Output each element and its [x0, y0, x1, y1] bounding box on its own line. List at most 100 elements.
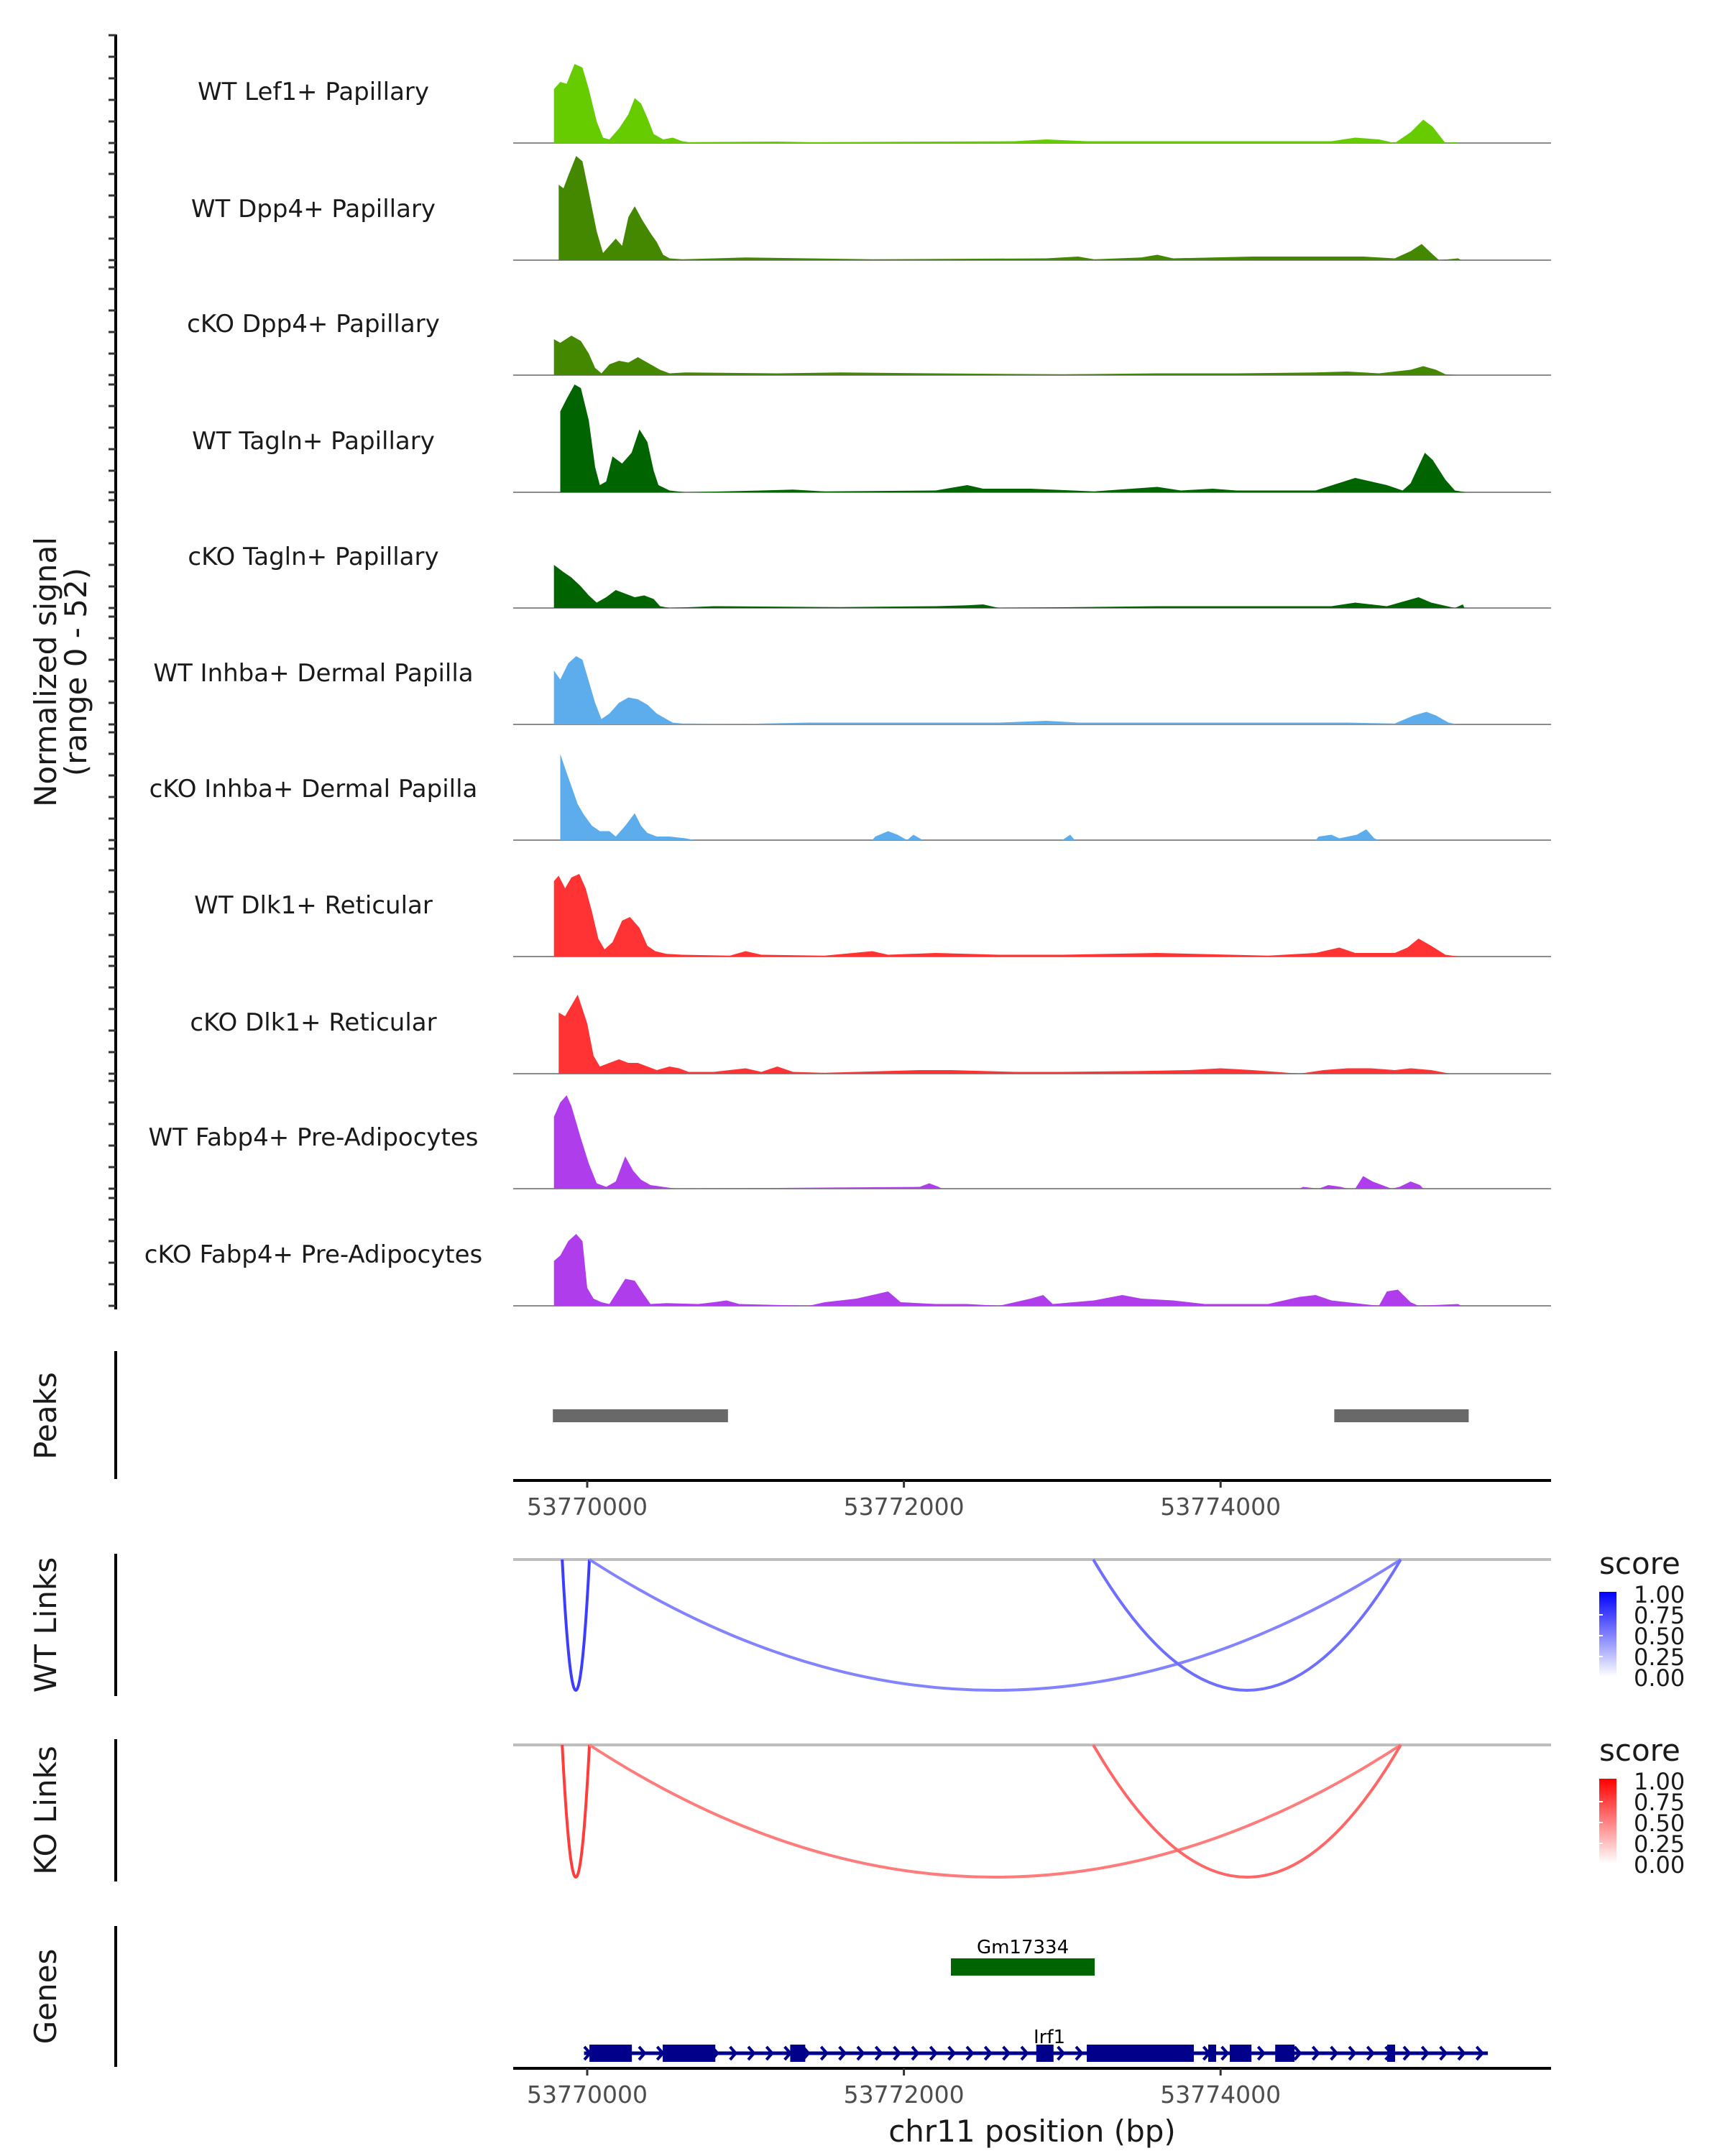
signal-area — [553, 656, 1458, 724]
link-arc — [561, 1744, 592, 1879]
x-axes: 53770000 53772000 53774000 53770000 53772000… — [513, 1479, 1551, 2109]
peak-bar — [1334, 1409, 1469, 1422]
track-label: cKO Dpp4+ Papillary — [187, 310, 440, 338]
gene-exon — [1229, 2045, 1252, 2062]
signal-y-axis — [109, 34, 117, 1309]
x-axis-title: chr11 position (bp) — [888, 2114, 1176, 2149]
peak-bar — [553, 1409, 728, 1422]
link-arc — [1092, 1743, 1402, 1879]
strand-arrow-icon — [1439, 2045, 1448, 2061]
track-label: WT Inhba+ Dermal Papilla — [153, 659, 473, 688]
strand-arrow-icon — [874, 2045, 884, 2061]
strand-arrow-icon — [893, 2045, 902, 2061]
peaks-label: Peaks — [28, 1372, 63, 1460]
strand-arrow-icon — [1075, 2045, 1084, 2061]
gene-exon — [589, 2045, 632, 2062]
strand-arrow-icon — [765, 2045, 775, 2061]
legend-tick-label: 0.00 — [1634, 1851, 1685, 1879]
x-tick-label: 53774000 — [1160, 2081, 1281, 2109]
signal-area — [553, 1234, 1462, 1306]
signal-track: WT Lef1+ Papillary — [198, 64, 1551, 144]
strand-arrow-icon — [1220, 2045, 1230, 2061]
signal-area — [560, 384, 1466, 492]
gene-exon — [1208, 2045, 1217, 2062]
signal-track: WT Fabp4+ Pre-Adipocytes — [149, 1095, 1551, 1189]
x-tick-label: 53774000 — [1160, 1493, 1281, 1521]
legend-tick-label: 0.00 — [1634, 1664, 1685, 1692]
links-label: WT Links — [28, 1557, 63, 1692]
signal-area — [558, 995, 1450, 1074]
signal-y-axis-title: Normalized signal — [28, 537, 63, 807]
strand-arrow-icon — [1293, 2045, 1302, 2061]
signal-track: cKO Inhba+ Dermal Papilla — [150, 754, 1551, 841]
strand-arrow-icon — [1475, 2045, 1485, 2061]
gene-exon — [1386, 2045, 1395, 2062]
legend-title: score — [1599, 1733, 1680, 1768]
link-arc — [561, 1559, 592, 1692]
strand-arrow-icon — [929, 2045, 939, 2061]
strand-arrow-icon — [965, 2045, 975, 2061]
legend-tick-label: 0.50 — [1634, 1623, 1685, 1650]
strand-arrow-icon — [1057, 2045, 1066, 2061]
legend-tick-label: 0.50 — [1634, 1810, 1685, 1837]
gene-exon — [790, 2045, 806, 2062]
signal-track: cKO Fabp4+ Pre-Adipocytes — [144, 1234, 1551, 1307]
genes-track: Genes Gm17334 Irf1 — [28, 1926, 1489, 2067]
signal-track: WT Inhba+ Dermal Papilla — [153, 656, 1551, 725]
gene-exon — [663, 2045, 716, 2062]
x-tick-label: 53770000 — [527, 2081, 648, 2109]
gene-label: Gm17334 — [977, 1937, 1069, 1958]
strand-arrow-icon — [1420, 2045, 1430, 2061]
strand-arrow-icon — [638, 2045, 647, 2061]
legend-tick-label: 0.25 — [1634, 1830, 1685, 1858]
signal-area — [553, 1095, 1424, 1189]
signal-y-axis-range: (range 0 - 52) — [58, 568, 93, 776]
track-label: WT Lef1+ Papillary — [198, 78, 429, 106]
signal-area — [553, 64, 1458, 143]
gene-exon — [1036, 2045, 1054, 2062]
strand-arrow-icon — [911, 2045, 920, 2061]
strand-arrow-icon — [1311, 2045, 1321, 2061]
signal-track: cKO Dlk1+ Reticular — [190, 995, 1551, 1074]
signal-track: WT Tagln+ Papillary — [192, 384, 1551, 493]
legend-tick-label: 0.75 — [1634, 1602, 1685, 1629]
legend-tick-label: 1.00 — [1634, 1768, 1685, 1795]
gene-irf1: Irf1 — [583, 2027, 1489, 2062]
signal-area — [553, 336, 1458, 375]
track-label: cKO Tagln+ Papillary — [188, 543, 438, 571]
strand-arrow-icon — [1330, 2045, 1339, 2061]
legend-tick-label: 0.75 — [1634, 1789, 1685, 1816]
strand-arrow-icon — [1457, 2045, 1466, 2061]
track-label: WT Tagln+ Papillary — [192, 427, 435, 456]
genes-label: Genes — [28, 1949, 63, 2045]
signal-track: cKO Dpp4+ Papillary — [187, 310, 1551, 376]
signal-track: WT Dpp4+ Papillary — [191, 156, 1551, 261]
legend-colorbar — [1599, 1592, 1616, 1677]
gene-exon — [1275, 2045, 1295, 2062]
signal-area — [553, 874, 1458, 957]
strand-arrow-icon — [856, 2045, 865, 2061]
strand-arrow-icon — [947, 2045, 957, 2061]
x-tick-label: 53770000 — [527, 1493, 648, 1521]
link-arc — [588, 1743, 1402, 1879]
track-label: cKO Fabp4+ Pre-Adipocytes — [144, 1240, 483, 1269]
track-label: WT Dlk1+ Reticular — [194, 891, 433, 920]
strand-arrow-icon — [1256, 2045, 1266, 2061]
signal-track: cKO Tagln+ Papillary — [188, 543, 1551, 609]
track-label: cKO Dlk1+ Reticular — [190, 1008, 436, 1037]
signal-tracks: WT Lef1+ Papillary WT Dpp4+ Papillary cKO … — [144, 64, 1551, 1307]
links-label: KO Links — [28, 1746, 63, 1875]
gene-exon — [1087, 2045, 1194, 2062]
gene-gm17334: Gm17334 — [951, 1937, 1095, 1976]
strand-arrow-icon — [983, 2045, 993, 2061]
gene-label: Irf1 — [1034, 2027, 1065, 2048]
track-label: cKO Inhba+ Dermal Papilla — [150, 775, 478, 803]
link-arc — [589, 1558, 1402, 1692]
peaks-track: Peaks — [28, 1351, 1469, 1479]
signal-area — [560, 754, 1379, 840]
track-label: WT Fabp4+ Pre-Adipocytes — [149, 1123, 479, 1152]
strand-arrow-icon — [1348, 2045, 1357, 2061]
